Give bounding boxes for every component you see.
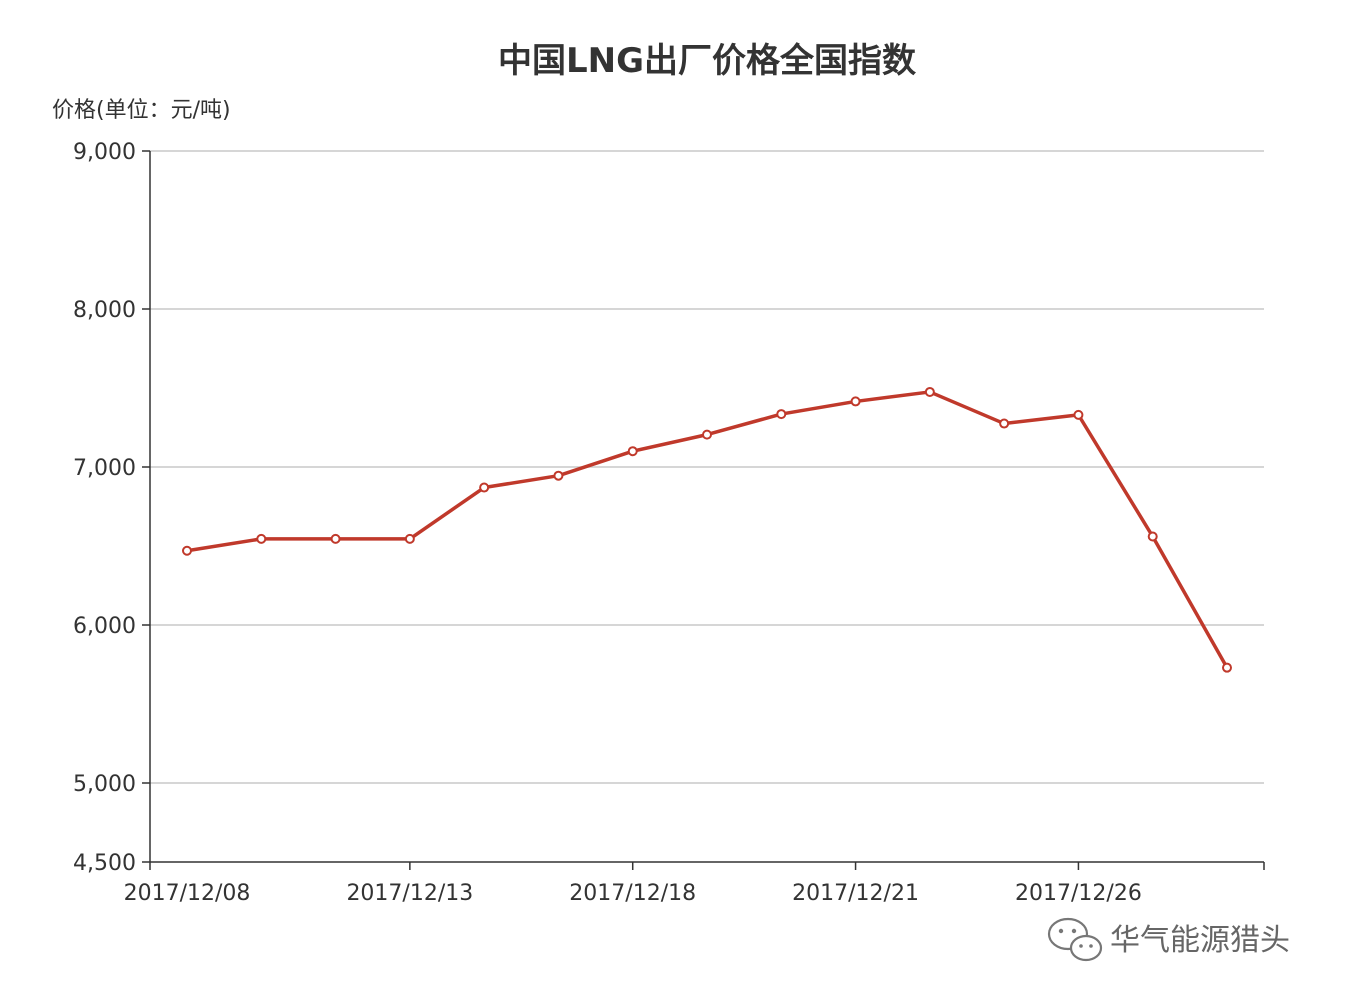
axes bbox=[149, 151, 1264, 863]
x-tick-label: 2017/12/21 bbox=[792, 881, 919, 906]
y-tick-label: 8,000 bbox=[73, 298, 136, 323]
data-point bbox=[850, 396, 861, 407]
data-point bbox=[404, 533, 415, 544]
y-ticks: 4,500 5,000 6,000 7,000 8,000 9,000 bbox=[73, 140, 150, 876]
data-point bbox=[256, 533, 267, 544]
data-point bbox=[627, 446, 638, 457]
y-tick-label: 4,500 bbox=[73, 851, 136, 876]
data-point bbox=[182, 545, 192, 556]
data-point bbox=[553, 470, 564, 481]
data-point bbox=[776, 409, 787, 420]
data-point bbox=[330, 533, 341, 544]
data-point bbox=[924, 386, 935, 397]
wechat-icon bbox=[1047, 917, 1103, 962]
y-tick-label: 9,000 bbox=[73, 140, 136, 165]
data-point bbox=[479, 482, 490, 493]
data-point bbox=[1147, 531, 1158, 542]
watermark-text: 华气能源猎头 bbox=[1110, 923, 1290, 958]
x-tick-label: 2017/12/13 bbox=[346, 881, 473, 906]
x-tick-label: 2017/12/18 bbox=[569, 881, 696, 906]
y-tick-label: 7,000 bbox=[73, 456, 136, 481]
y-tick-label: 6,000 bbox=[73, 614, 136, 639]
series bbox=[182, 386, 1232, 673]
data-point bbox=[999, 418, 1010, 429]
data-point bbox=[702, 429, 712, 440]
y-tick-label: 5,000 bbox=[73, 772, 136, 797]
data-point bbox=[1222, 662, 1232, 673]
y-axis-label: 价格(单位：元/吨) bbox=[52, 98, 231, 123]
x-ticks: 2017/12/08 2017/12/13 2017/12/18 2017/12/21… bbox=[124, 862, 1265, 906]
watermark: 华气能源猎头 bbox=[1047, 917, 1290, 962]
chart-title: 中国LNG出厂价格全国指数 bbox=[498, 41, 916, 81]
x-tick-label: 2017/12/08 bbox=[124, 881, 251, 906]
x-tick-label: 2017/12/26 bbox=[1015, 881, 1142, 906]
gridlines bbox=[150, 150, 1264, 784]
data-point bbox=[1073, 409, 1084, 420]
